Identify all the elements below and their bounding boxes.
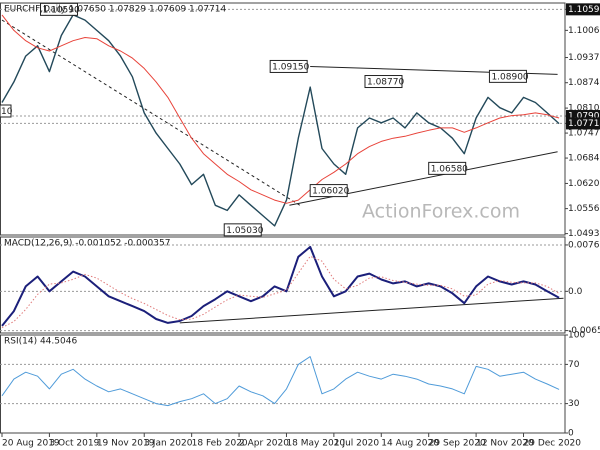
price-label: 1.08900 <box>491 72 528 82</box>
series-line <box>1 356 560 407</box>
price-label-box <box>488 69 527 83</box>
y-tick-label: 1.07900 <box>568 112 600 122</box>
panel-frame <box>0 2 566 236</box>
x-tick-label: 12 Nov 2020 <box>476 439 534 449</box>
x-tick-label: 18 May 2020 <box>286 439 345 449</box>
series-line <box>1 14 560 227</box>
trendline <box>1 19 301 206</box>
trendline <box>179 297 564 324</box>
y-tick-label: 1.06840 <box>568 154 600 164</box>
series-line <box>1 255 560 329</box>
x-tick-label: 19 Nov 2019 <box>97 439 155 449</box>
price-label: 1.06580 <box>431 164 468 174</box>
panel-title: RSI(14) 44.5046 <box>4 337 77 347</box>
panel-title: MACD(12,26,9) -0.001052 -0.000357 <box>4 239 170 249</box>
x-tick-label: 3 Oct 2019 <box>49 439 99 449</box>
y-tick-label: 1.10590 <box>568 5 600 15</box>
y-tick-label: 100 <box>568 331 585 341</box>
panel-frame <box>0 236 566 334</box>
y-tick-label: 1.10060 <box>568 26 600 36</box>
cut-label: 10 <box>1 107 13 117</box>
price-label-box <box>223 223 262 237</box>
trendline <box>289 151 558 206</box>
x-tick-label: 20 Aug 2019 <box>2 439 60 449</box>
y-tick-label: 1.04935 <box>568 229 600 239</box>
price-label-box <box>364 75 403 89</box>
price-label: 1.06020 <box>312 187 349 197</box>
price-label: 1.09150 <box>272 62 309 72</box>
y-tick-label: 0.007683 <box>568 240 600 250</box>
y-tick-label: 70 <box>568 360 580 370</box>
x-tick-label: 3 Jan 2020 <box>144 439 192 449</box>
y-tick-label: 0.0 <box>568 287 583 297</box>
y-tick-label: 1.08740 <box>568 78 600 88</box>
price-label: 1.05030 <box>226 226 263 236</box>
y-tick-label: 30 <box>568 399 580 409</box>
price-label-box <box>428 161 467 175</box>
x-tick-label: 2 Apr 2020 <box>239 439 289 449</box>
x-tick-label: 29 Sep 2020 <box>429 439 486 449</box>
x-tick-label: 18 Feb 2020 <box>192 439 248 449</box>
price-label: 1.10590 <box>43 5 80 15</box>
cut-label-box <box>0 104 12 118</box>
y-tick-label: 1.08100 <box>568 104 600 114</box>
panel-frame <box>0 334 566 434</box>
y-tick-label: 1.07470 <box>568 129 600 139</box>
y-tick-label: 1.09375 <box>568 53 600 63</box>
x-tick-label: 1 Jul 2020 <box>334 439 379 449</box>
x-tick-label: 29 Dec 2020 <box>524 439 582 449</box>
series-line <box>1 14 560 204</box>
price-label-box <box>309 184 348 198</box>
price-label-box <box>40 2 79 16</box>
price-label-box <box>269 59 308 73</box>
y-tick-label: -0.0065 <box>568 326 600 336</box>
price-marker <box>566 117 600 130</box>
price-label: 1.08770 <box>367 78 404 88</box>
y-tick-label: 1.05565 <box>568 204 600 214</box>
panel-title: EURCHF,Daily 1.07650 1.07829 1.07609 1.0… <box>4 5 227 15</box>
y-tick-label: 1.07714 <box>568 119 600 129</box>
series-line <box>1 245 560 327</box>
watermark: ActionForex.com <box>362 201 520 223</box>
y-tick-label: 0 <box>568 429 574 439</box>
price-marker <box>566 3 600 16</box>
y-tick-label: 1.06200 <box>568 179 600 189</box>
x-tick-label: 14 Aug 2020 <box>381 439 439 449</box>
